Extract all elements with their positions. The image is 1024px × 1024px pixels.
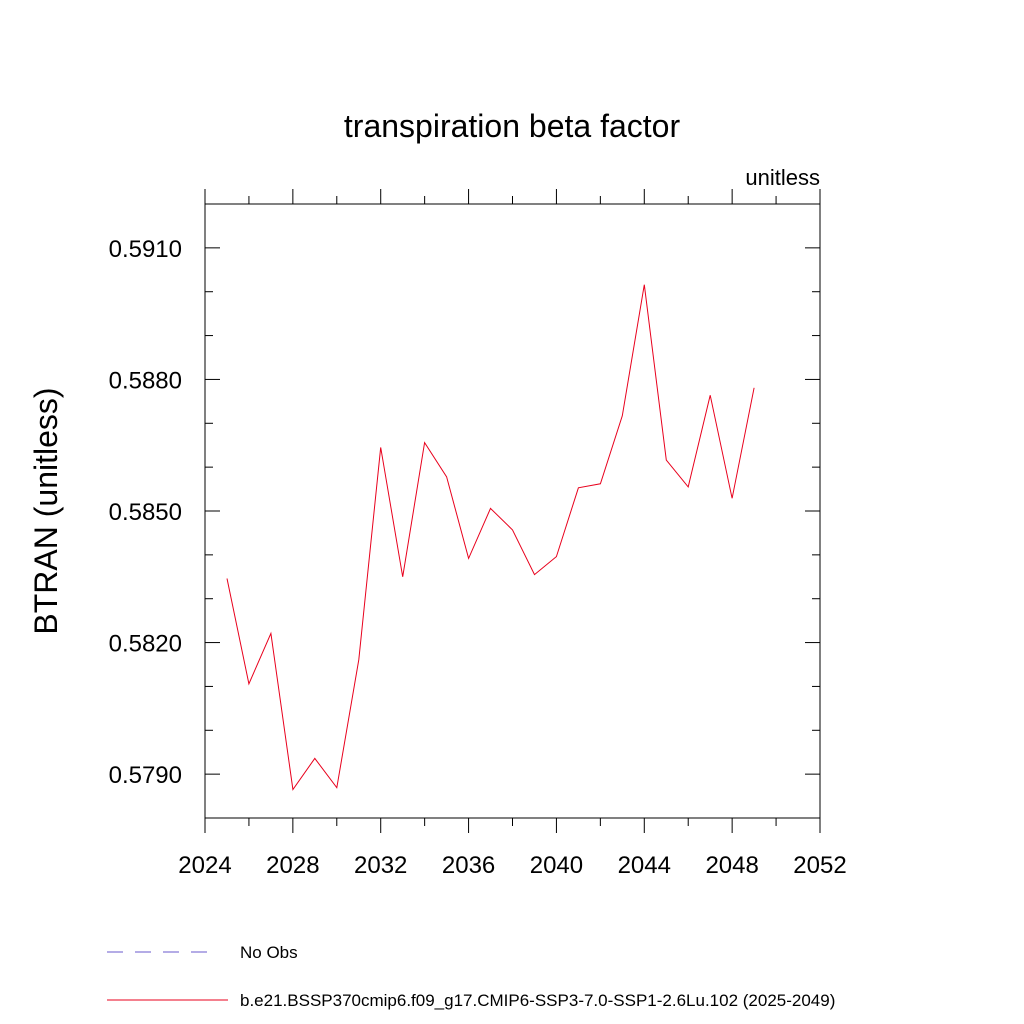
legend-label-0: No Obs bbox=[240, 943, 298, 962]
x-tick-label: 2052 bbox=[793, 852, 846, 879]
x-tick-label: 2044 bbox=[618, 852, 671, 879]
legend-label-1: b.e21.BSSP370cmip6.f09_g17.CMIP6-SSP3-7.… bbox=[240, 991, 835, 1010]
x-tick-label: 2036 bbox=[442, 852, 495, 879]
y-axis-label: BTRAN (unitless) bbox=[28, 387, 64, 634]
series-line-1 bbox=[226, 284, 755, 791]
x-tick-label: 2032 bbox=[354, 852, 407, 879]
units-label: unitless bbox=[745, 165, 820, 190]
x-tick-label: 2040 bbox=[530, 852, 583, 879]
axis-ticks bbox=[204, 189, 821, 833]
legend: No Obs b.e21.BSSP370cmip6.f09_g17.CMIP6-S… bbox=[107, 943, 835, 1010]
x-tick-label: 2048 bbox=[705, 852, 758, 879]
y-tick-label: 0.5880 bbox=[109, 367, 182, 394]
y-tick-label: 0.5850 bbox=[109, 499, 182, 526]
y-tick-label: 0.5910 bbox=[109, 236, 182, 263]
y-tick-label: 0.5790 bbox=[109, 762, 182, 789]
y-tick-label: 0.5820 bbox=[109, 631, 182, 658]
plot-frame bbox=[204, 203, 821, 819]
series-layer bbox=[226, 284, 755, 791]
chart-title: transpiration beta factor bbox=[344, 108, 681, 144]
axis-tick-labels: 2024 2028 2032 2036 2040 2044 2048 2052 0.5790 0.… bbox=[109, 236, 847, 879]
x-tick-label: 2028 bbox=[266, 852, 319, 879]
x-tick-label: 2024 bbox=[178, 852, 231, 879]
